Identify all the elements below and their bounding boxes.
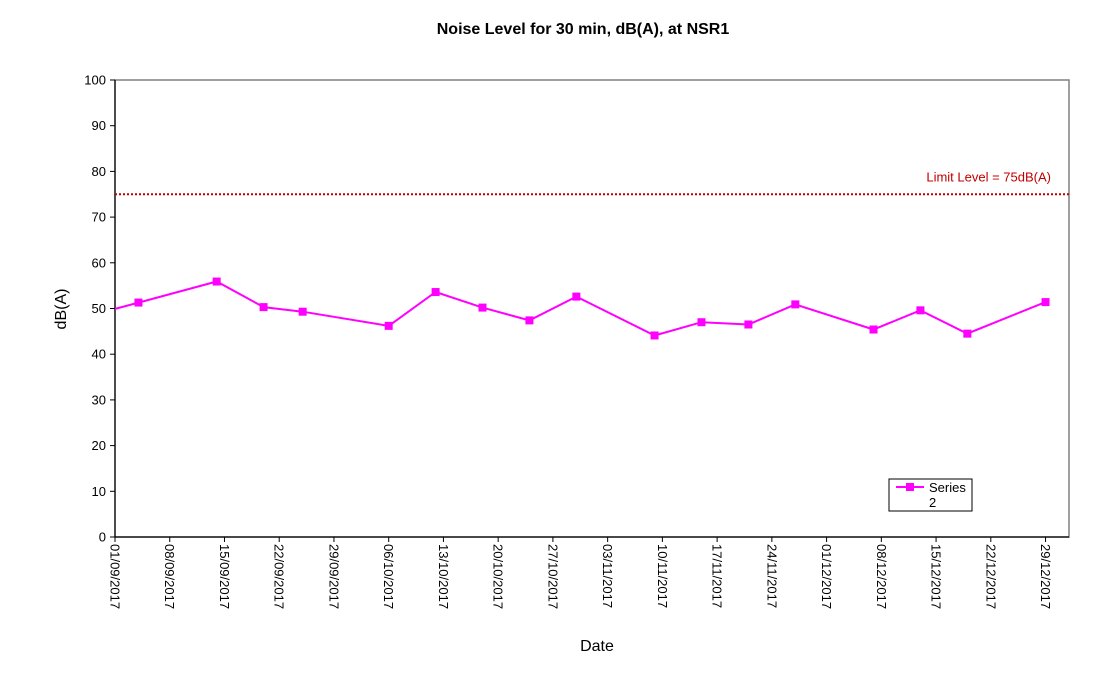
x-tick-label: 29/12/2017 <box>1038 544 1053 609</box>
y-tick-label: 40 <box>92 347 106 362</box>
legend-box <box>888 478 973 512</box>
y-tick-label: 60 <box>92 255 106 270</box>
data-point <box>697 318 706 327</box>
y-tick-label: 10 <box>92 484 106 499</box>
x-tick-label: 29/09/2017 <box>326 544 341 609</box>
legend-marker <box>906 483 914 491</box>
series-line <box>114 280 1046 337</box>
data-point <box>650 331 659 340</box>
plot-area: 0 10 20 30 40 50 60 70 80 90 100 01/09/2017 08/09/20… <box>84 73 1070 609</box>
x-tick-label: 13/10/2017 <box>436 544 451 609</box>
x-tick-label: 01/09/2017 <box>108 544 123 609</box>
data-point <box>869 325 878 334</box>
data-point <box>259 303 268 312</box>
legend-label-cont: 2 <box>929 495 936 510</box>
x-tick-label: 22/12/2017 <box>983 544 998 609</box>
data-point <box>431 288 440 297</box>
data-point <box>134 298 143 307</box>
x-tick-label: 17/11/2017 <box>710 544 725 608</box>
x-tick-label: 22/09/2017 <box>272 544 287 609</box>
data-point <box>1041 298 1050 307</box>
y-tick-label: 100 <box>84 73 106 88</box>
x-tick-label: 15/09/2017 <box>217 544 232 609</box>
limit-label: Limit Level = 75dB(A) <box>926 169 1051 184</box>
x-tick-label: 27/10/2017 <box>545 544 560 609</box>
data-point <box>963 329 972 338</box>
y-tick-label: 70 <box>92 210 106 225</box>
x-tick-label: 15/12/2017 <box>929 544 944 609</box>
data-point <box>384 321 393 330</box>
data-point <box>298 307 307 316</box>
plot-frame <box>114 79 1070 538</box>
x-tick-label: 08/12/2017 <box>874 544 889 609</box>
y-tick-label: 30 <box>92 392 106 407</box>
data-point <box>525 316 534 325</box>
y-axis-title: dB(A) <box>53 289 70 330</box>
x-tick-label: 24/11/2017 <box>764 544 779 608</box>
data-point <box>478 303 487 312</box>
chart-title: Noise Level for 30 min, dB(A), at NSR1 <box>437 21 730 38</box>
x-tick-label: 06/10/2017 <box>381 544 396 609</box>
data-point <box>572 292 581 301</box>
x-tick-label: 20/10/2017 <box>491 544 506 609</box>
x-tick-label: 10/11/2017 <box>655 544 670 608</box>
data-point <box>744 320 753 329</box>
y-tick-label: 20 <box>92 438 106 453</box>
y-tick-label: 90 <box>92 118 106 133</box>
y-tick-label: 0 <box>99 530 106 545</box>
x-tick-label: 08/09/2017 <box>162 544 177 609</box>
x-axis-title: Date <box>580 638 614 655</box>
data-point <box>791 300 800 309</box>
data-point <box>212 277 221 286</box>
y-tick-label: 50 <box>92 301 106 316</box>
x-tick-label: 01/12/2017 <box>819 544 834 609</box>
x-tick-label: 03/11/2017 <box>600 544 615 608</box>
data-point <box>916 306 925 315</box>
y-tick-label: 80 <box>92 164 106 179</box>
legend-label: Series <box>929 480 966 495</box>
